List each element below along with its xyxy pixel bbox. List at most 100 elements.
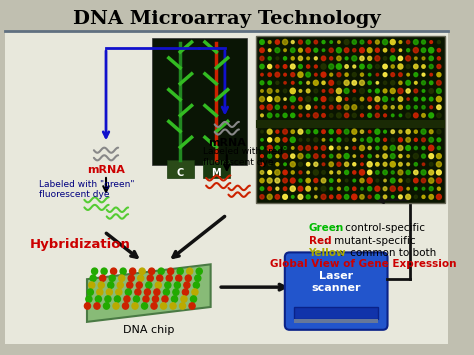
Circle shape: [306, 89, 310, 93]
Circle shape: [383, 64, 387, 69]
Circle shape: [421, 154, 426, 158]
Circle shape: [284, 49, 286, 51]
Circle shape: [291, 130, 294, 133]
Circle shape: [375, 40, 379, 44]
Circle shape: [438, 40, 440, 44]
Circle shape: [337, 146, 340, 150]
Circle shape: [133, 296, 139, 302]
Circle shape: [383, 49, 387, 52]
Circle shape: [337, 195, 341, 199]
Circle shape: [399, 195, 402, 199]
Circle shape: [268, 49, 271, 51]
Circle shape: [383, 138, 386, 141]
Circle shape: [345, 65, 348, 68]
Circle shape: [368, 40, 371, 44]
Circle shape: [422, 163, 425, 165]
Circle shape: [399, 105, 402, 109]
Circle shape: [346, 179, 348, 182]
Circle shape: [345, 138, 348, 142]
Circle shape: [260, 179, 264, 183]
Circle shape: [407, 163, 410, 166]
Circle shape: [90, 275, 96, 282]
Circle shape: [406, 179, 410, 182]
Circle shape: [391, 73, 395, 77]
Circle shape: [391, 65, 394, 68]
Circle shape: [414, 89, 418, 93]
Circle shape: [267, 129, 272, 134]
Circle shape: [398, 64, 403, 69]
Circle shape: [399, 162, 402, 166]
Circle shape: [330, 41, 332, 43]
Circle shape: [329, 80, 334, 85]
Circle shape: [116, 289, 122, 295]
Circle shape: [154, 289, 160, 295]
Circle shape: [329, 48, 333, 53]
Circle shape: [406, 170, 410, 175]
Circle shape: [398, 170, 403, 175]
Circle shape: [368, 73, 371, 76]
Circle shape: [429, 137, 434, 142]
Circle shape: [383, 195, 387, 198]
Circle shape: [337, 97, 341, 102]
Circle shape: [267, 88, 272, 93]
Circle shape: [352, 129, 357, 134]
Circle shape: [184, 282, 190, 288]
Circle shape: [283, 170, 287, 175]
Circle shape: [168, 268, 174, 274]
Circle shape: [399, 130, 402, 133]
Circle shape: [406, 56, 410, 61]
Circle shape: [321, 56, 326, 61]
Polygon shape: [87, 264, 210, 322]
Circle shape: [437, 194, 441, 200]
Circle shape: [344, 48, 349, 53]
Circle shape: [413, 153, 419, 159]
Circle shape: [390, 39, 395, 45]
Circle shape: [437, 178, 441, 183]
Circle shape: [267, 178, 272, 183]
Circle shape: [375, 186, 380, 191]
Circle shape: [322, 40, 325, 44]
Circle shape: [391, 48, 394, 52]
Circle shape: [406, 194, 410, 200]
Circle shape: [361, 187, 363, 190]
Circle shape: [360, 105, 364, 109]
Circle shape: [299, 82, 301, 84]
Circle shape: [360, 130, 364, 133]
Circle shape: [428, 145, 434, 151]
Circle shape: [158, 268, 164, 274]
Text: :  common to both: : common to both: [340, 248, 436, 258]
Circle shape: [421, 48, 426, 53]
Circle shape: [314, 97, 318, 101]
Circle shape: [437, 130, 441, 134]
Circle shape: [390, 145, 395, 151]
Circle shape: [421, 40, 426, 44]
Circle shape: [344, 129, 349, 134]
Circle shape: [268, 40, 271, 44]
Circle shape: [141, 303, 147, 309]
Circle shape: [290, 96, 295, 102]
Circle shape: [406, 137, 410, 142]
Circle shape: [113, 303, 119, 309]
Circle shape: [438, 187, 440, 190]
Circle shape: [196, 268, 202, 274]
Circle shape: [344, 105, 349, 110]
Circle shape: [298, 129, 303, 134]
Circle shape: [383, 73, 387, 77]
Circle shape: [314, 162, 318, 166]
Circle shape: [329, 114, 333, 117]
Circle shape: [391, 171, 394, 174]
Circle shape: [276, 65, 279, 68]
Circle shape: [128, 275, 134, 282]
Circle shape: [291, 113, 295, 118]
Circle shape: [84, 303, 91, 309]
Circle shape: [429, 187, 433, 191]
Circle shape: [337, 179, 340, 182]
Circle shape: [321, 186, 326, 191]
Circle shape: [337, 138, 341, 142]
Circle shape: [260, 64, 264, 69]
Circle shape: [314, 130, 318, 134]
Circle shape: [375, 65, 379, 69]
Circle shape: [275, 195, 280, 199]
Circle shape: [291, 48, 295, 53]
Circle shape: [106, 289, 112, 295]
